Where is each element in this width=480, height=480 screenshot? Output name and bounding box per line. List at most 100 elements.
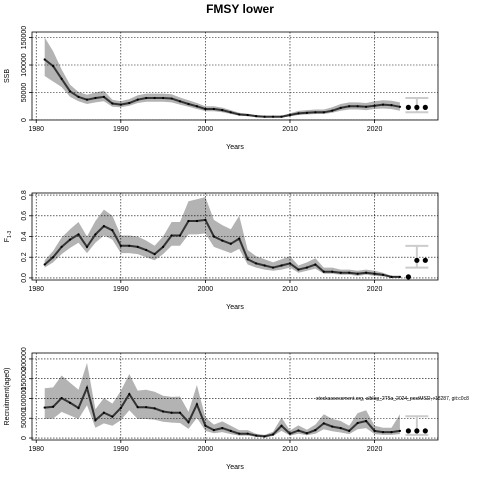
estimate-point	[255, 434, 258, 437]
estimate-point	[322, 111, 325, 114]
projection-point	[405, 428, 411, 434]
estimate-point	[119, 103, 122, 106]
y-tick-label: 50000	[21, 408, 28, 428]
estimate-point	[246, 258, 249, 261]
estimate-point	[390, 275, 393, 278]
estimate-point	[94, 96, 97, 100]
estimate-point	[356, 421, 359, 425]
estimate-point	[314, 111, 317, 114]
estimate-point	[280, 264, 283, 267]
estimate-point	[373, 104, 376, 107]
estimate-point	[348, 105, 351, 108]
estimate-point	[111, 229, 114, 232]
estimate-point	[128, 393, 131, 396]
y-axis-label-main: F	[4, 238, 11, 242]
estimate-point	[398, 105, 402, 108]
estimate-point	[229, 111, 232, 114]
estimate-point	[77, 233, 80, 236]
y-tick-label: 100000	[21, 387, 28, 410]
estimate-point	[136, 245, 139, 248]
estimate-point	[297, 429, 300, 432]
estimate-point	[271, 266, 275, 269]
x-tick-label: 1990	[113, 446, 129, 453]
y-tick-label: 0.6	[21, 211, 28, 221]
x-tick-label: 2000	[198, 446, 214, 453]
estimate-point	[398, 275, 402, 278]
estimate-point	[365, 271, 368, 274]
x-tick-label: 2020	[367, 286, 383, 293]
plot-area	[32, 193, 438, 280]
estimate-point	[238, 237, 241, 240]
estimate-point	[348, 429, 351, 433]
estimate-point	[68, 401, 72, 404]
estimate-point	[68, 238, 72, 241]
x-tick-label: 1990	[113, 286, 129, 293]
x-tick-label: 2010	[282, 286, 298, 293]
estimate-point	[314, 429, 317, 432]
figure-title: FMSY lower	[206, 2, 274, 16]
x-tick-label: 2010	[282, 446, 298, 453]
estimate-point	[187, 102, 190, 106]
estimate-point	[77, 406, 80, 410]
estimate-point	[162, 410, 165, 413]
estimate-point	[85, 98, 89, 101]
estimate-point	[288, 262, 292, 265]
estimate-point	[255, 262, 258, 265]
estimate-point	[43, 406, 46, 409]
estimate-point	[111, 102, 114, 105]
estimate-point	[348, 271, 351, 274]
y-tick-label: 0.2	[21, 252, 28, 262]
estimate-point	[238, 432, 241, 435]
x-axis-label: Years	[226, 144, 244, 151]
estimate-point	[170, 97, 173, 100]
estimate-point	[178, 234, 182, 237]
estimate-point	[255, 115, 258, 118]
estimate-point	[204, 107, 207, 111]
estimate-point	[52, 256, 55, 259]
estimate-point	[305, 432, 308, 435]
estimate-point	[162, 96, 165, 100]
confidence-band	[44, 197, 400, 278]
projection-point	[422, 104, 428, 110]
y-tick-label: 200000	[21, 347, 28, 370]
estimate-point	[136, 406, 139, 409]
estimate-point	[271, 433, 275, 436]
estimate-point	[52, 65, 55, 68]
y-tick-label: 0	[21, 118, 28, 122]
estimate-point	[94, 233, 97, 236]
estimate-point	[322, 422, 325, 425]
estimate-point	[314, 263, 317, 266]
estimate-point	[145, 406, 148, 409]
projection-point	[414, 428, 420, 434]
y-tick-label: 0	[21, 436, 28, 440]
projection-point	[422, 257, 428, 263]
estimate-point	[373, 429, 376, 433]
x-tick-label: 2000	[198, 286, 214, 293]
x-tick-label: 1980	[28, 286, 44, 293]
estimate-point	[221, 239, 224, 242]
estimate-point	[297, 112, 300, 115]
estimate-point	[77, 95, 80, 98]
estimate-point	[356, 272, 359, 275]
x-axis-label: Years	[226, 464, 244, 471]
estimate-point	[85, 245, 89, 248]
estimate-point	[136, 98, 139, 101]
y-tick-label: 0.4	[21, 232, 28, 242]
estimate-point	[381, 103, 385, 106]
estimate-point	[339, 427, 342, 430]
projection-point	[414, 257, 420, 263]
estimate-point	[373, 272, 376, 275]
estimate-point	[212, 235, 215, 238]
estimate-point	[102, 411, 105, 414]
estimate-point	[322, 270, 325, 273]
estimate-point	[153, 96, 156, 100]
y-tick-label: 50000	[21, 83, 28, 103]
estimate-point	[43, 58, 46, 61]
estimate-point	[204, 424, 207, 427]
estimate-point	[365, 419, 368, 423]
estimate-point	[238, 113, 241, 116]
estimate-point	[187, 421, 190, 424]
estimate-point	[271, 115, 275, 118]
estimate-point	[229, 429, 232, 433]
